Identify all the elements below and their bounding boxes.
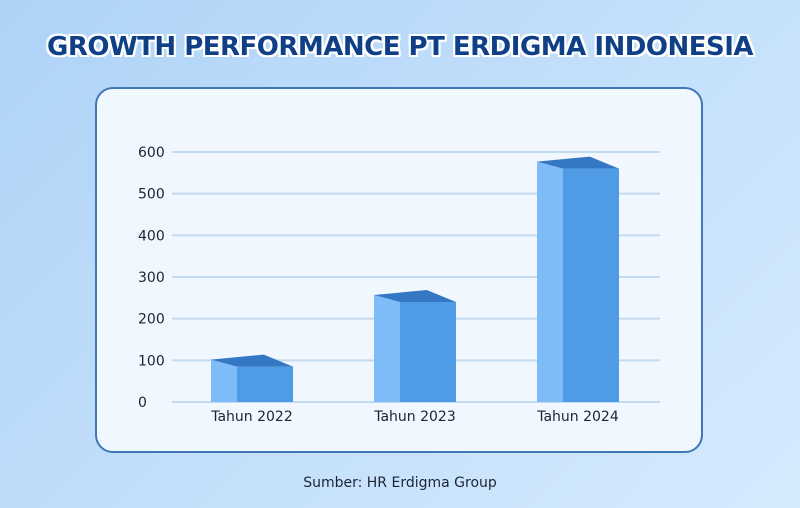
source-caption: Sumber: HR Erdigma Group	[303, 475, 497, 491]
bar	[537, 156, 619, 402]
bar	[374, 290, 456, 402]
bar-front-face	[563, 168, 619, 402]
bar-front-face	[237, 366, 293, 402]
y-tick-label: 300	[138, 270, 165, 286]
bar-side-face	[211, 359, 237, 402]
y-tick-label: 100	[138, 353, 165, 369]
bar-front-face	[400, 302, 456, 402]
y-axis-labels: 0 100 200 300 400 500 600	[138, 145, 165, 411]
bar-top-face	[211, 354, 293, 367]
y-tick-label: 400	[138, 228, 165, 244]
chart-title: GROWTH PERFORMANCE PT ERDIGMA INDONESIA	[47, 32, 754, 62]
bar	[211, 354, 293, 402]
y-tick-label: 200	[138, 312, 165, 328]
bar-side-face	[537, 161, 563, 402]
bar-side-face	[374, 295, 400, 402]
bar-top-face	[374, 290, 456, 302]
bars	[211, 156, 619, 402]
x-axis-labels: Tahun 2022 Tahun 2023 Tahun 2024	[210, 409, 619, 425]
x-category-label: Tahun 2022	[210, 409, 293, 425]
bar-top-face	[537, 156, 619, 169]
x-category-label: Tahun 2023	[373, 409, 456, 425]
x-category-label: Tahun 2024	[536, 409, 619, 425]
y-tick-label: 600	[138, 145, 165, 161]
y-tick-label: 0	[138, 395, 147, 411]
y-tick-label: 500	[138, 187, 165, 203]
